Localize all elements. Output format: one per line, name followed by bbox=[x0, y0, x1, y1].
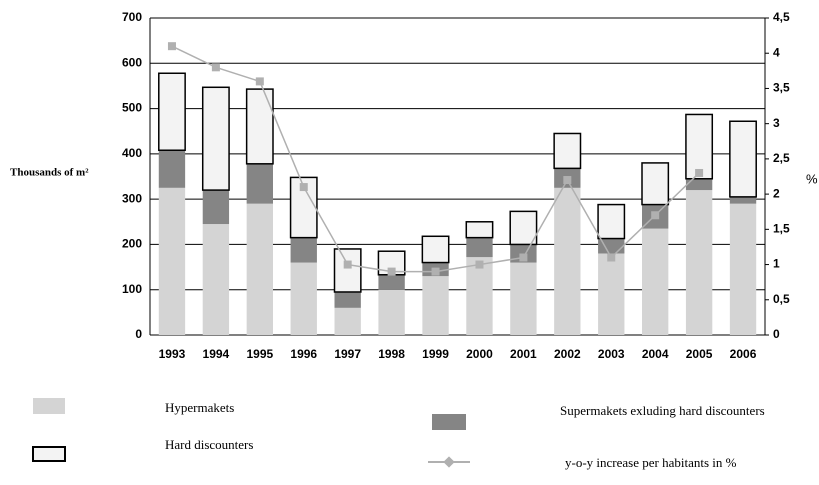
y-tick-label: 400 bbox=[122, 146, 142, 160]
bar-segment bbox=[597, 203, 626, 240]
bar-segment bbox=[685, 190, 713, 335]
bar-segment bbox=[158, 187, 186, 335]
bar-segment bbox=[553, 132, 582, 170]
x-tick-label: 1997 bbox=[334, 347, 361, 361]
x-tick-label: 2000 bbox=[466, 347, 493, 361]
bar-segment bbox=[246, 203, 273, 335]
y2-tick-label: 0 bbox=[773, 327, 780, 341]
bar-segment bbox=[378, 274, 405, 290]
legend-label: Hypermakets bbox=[165, 400, 235, 415]
y-tick-label: 500 bbox=[122, 101, 142, 115]
line-marker bbox=[299, 183, 308, 192]
line-marker bbox=[431, 267, 440, 276]
bar-segment bbox=[465, 221, 494, 239]
line-marker bbox=[695, 168, 704, 177]
bar-segment bbox=[290, 262, 317, 335]
y-tick-label: 200 bbox=[122, 237, 142, 251]
x-tick-label: 2003 bbox=[598, 347, 625, 361]
y-axis-label: Thousands of m² bbox=[10, 167, 89, 179]
x-tick-label: 2004 bbox=[642, 347, 669, 361]
bar-segment bbox=[201, 86, 230, 191]
x-tick-label: 1996 bbox=[290, 347, 317, 361]
line-marker bbox=[651, 211, 660, 220]
y2-tick-label: 2,5 bbox=[773, 151, 790, 165]
y2-axis-label: % bbox=[806, 171, 818, 186]
legend-swatch bbox=[432, 414, 466, 430]
legend-label: y-o-y increase per habitants in % bbox=[565, 455, 737, 470]
y2-tick-label: 2 bbox=[773, 186, 780, 200]
line-marker bbox=[563, 176, 572, 185]
bar-segment bbox=[466, 237, 493, 258]
x-tick-label: 2002 bbox=[554, 347, 581, 361]
x-tick-label: 1995 bbox=[246, 347, 273, 361]
bar-segment bbox=[158, 72, 186, 151]
y-tick-label: 0 bbox=[135, 327, 142, 341]
bar-segment bbox=[378, 289, 405, 335]
line-marker bbox=[211, 63, 220, 72]
bar-segment bbox=[685, 113, 714, 180]
line-marker bbox=[475, 260, 484, 269]
bar-segment bbox=[422, 276, 449, 335]
x-tick-label: 2006 bbox=[730, 347, 757, 361]
bar-segment bbox=[334, 307, 361, 335]
legend-swatch bbox=[443, 456, 455, 468]
bar-segment bbox=[290, 237, 317, 263]
y2-tick-label: 0,5 bbox=[773, 292, 790, 306]
legend-swatch bbox=[32, 446, 66, 462]
legend-label: Supermakets exluding hard discounters bbox=[560, 403, 765, 418]
line-marker bbox=[255, 77, 264, 86]
line-marker bbox=[607, 253, 616, 262]
y2-tick-label: 1 bbox=[773, 257, 780, 271]
bar-segment bbox=[158, 150, 186, 188]
line-marker bbox=[519, 253, 528, 262]
x-tick-label: 1998 bbox=[378, 347, 405, 361]
line-marker bbox=[167, 42, 176, 51]
x-tick-label: 2001 bbox=[510, 347, 537, 361]
x-tick-label: 1994 bbox=[203, 347, 230, 361]
y-tick-label: 100 bbox=[122, 282, 142, 296]
bar-segment bbox=[202, 190, 230, 225]
y2-tick-label: 3 bbox=[773, 116, 780, 130]
bar-segment bbox=[685, 178, 713, 191]
y-tick-label: 600 bbox=[122, 55, 142, 69]
y2-tick-label: 4,5 bbox=[773, 10, 790, 24]
legend-swatch bbox=[33, 398, 65, 414]
bar-segment bbox=[642, 228, 669, 335]
bar-segment bbox=[554, 187, 581, 335]
bar-segment bbox=[333, 248, 362, 293]
y2-tick-label: 1,5 bbox=[773, 222, 790, 236]
bar-segment bbox=[509, 210, 538, 246]
x-tick-label: 1999 bbox=[422, 347, 449, 361]
line-marker bbox=[387, 267, 396, 276]
bar-segment bbox=[729, 120, 757, 198]
bar-segment bbox=[466, 257, 493, 335]
legend-label: Hard discounters bbox=[165, 437, 254, 452]
y-tick-label: 300 bbox=[122, 191, 142, 205]
bar-segment bbox=[245, 88, 274, 165]
y2-tick-label: 4 bbox=[773, 45, 780, 59]
bar-segment bbox=[641, 162, 670, 206]
bar-segment bbox=[729, 203, 757, 335]
bar-segment bbox=[598, 253, 625, 335]
y2-tick-label: 3,5 bbox=[773, 81, 790, 95]
bar-segment bbox=[729, 196, 757, 204]
x-tick-label: 2005 bbox=[686, 347, 713, 361]
y-tick-label: 700 bbox=[122, 10, 142, 24]
bar-segment bbox=[598, 238, 625, 254]
x-tick-label: 1993 bbox=[159, 347, 186, 361]
bar-segment bbox=[202, 224, 230, 335]
bar-segment bbox=[421, 235, 450, 264]
line-marker bbox=[343, 260, 352, 269]
bar-segment bbox=[334, 291, 361, 308]
bar-segment bbox=[246, 163, 273, 204]
bar-segment bbox=[510, 262, 537, 335]
